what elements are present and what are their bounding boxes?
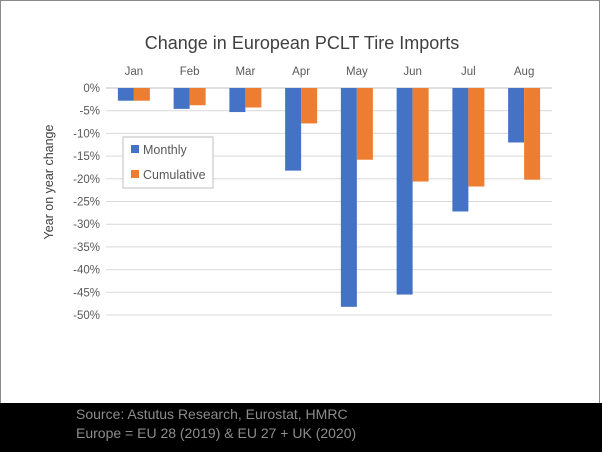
y-axis-label: Year on year change [42,125,56,240]
x-tick-label: Feb [180,66,200,78]
x-tick-label: Jul [461,66,476,78]
bar-cumulative-jul [468,88,485,187]
footer: Source: Astutus Research, Eurostat, HMRC… [0,403,602,452]
y-tick-label: -15% [73,151,100,163]
bar-monthly-aug [508,88,525,143]
legend-swatch-cumulative [131,170,139,178]
y-tick-label: -25% [73,197,100,209]
bar-monthly-jun [396,88,413,295]
y-tick-label: -40% [73,265,100,277]
legend-label-cumulative: Cumulative [143,168,206,182]
legend-label-monthly: Monthly [143,143,188,157]
region-note: Europe = EU 28 (2019) & EU 27 + UK (2020… [76,425,357,441]
y-tick-label: -30% [73,219,100,231]
bar-cumulative-aug [524,88,541,180]
y-tick-label: -10% [73,128,100,140]
bar-cumulative-mar [245,88,262,108]
bar-monthly-feb [173,88,190,109]
y-tick-label: -5% [80,106,100,118]
x-tick-label: Mar [235,66,255,78]
x-tick-label: Jun [403,66,422,78]
x-tick-label: May [346,66,368,78]
x-tick-label: Apr [292,66,310,78]
y-tick-label: -35% [73,242,100,254]
bar-cumulative-may [356,88,373,160]
bar-monthly-mar [229,88,246,113]
bar-monthly-jan [117,88,134,101]
bar-cumulative-apr [301,88,318,124]
bar-monthly-jul [452,88,469,212]
chart: Change in European PCLT Tire Imports Yea… [42,33,552,322]
legend: Monthly Cumulative [122,136,214,189]
y-tick-label: 0% [83,83,100,95]
y-tick-label: -45% [73,287,100,299]
bar-monthly-apr [285,88,302,171]
x-tick-label: Jan [125,66,144,78]
bar-monthly-may [340,88,357,307]
bar-cumulative-jan [133,88,150,101]
chart-title: Change in European PCLT Tire Imports [145,33,460,53]
y-tick-label: -50% [73,310,100,322]
legend-swatch-monthly [131,145,139,153]
source-text: Source: Astutus Research, Eurostat, HMRC [76,406,348,422]
y-tick-label: -20% [73,174,100,186]
bar-cumulative-jun [412,88,429,182]
x-tick-label: Aug [514,66,534,78]
bar-cumulative-feb [189,88,206,106]
